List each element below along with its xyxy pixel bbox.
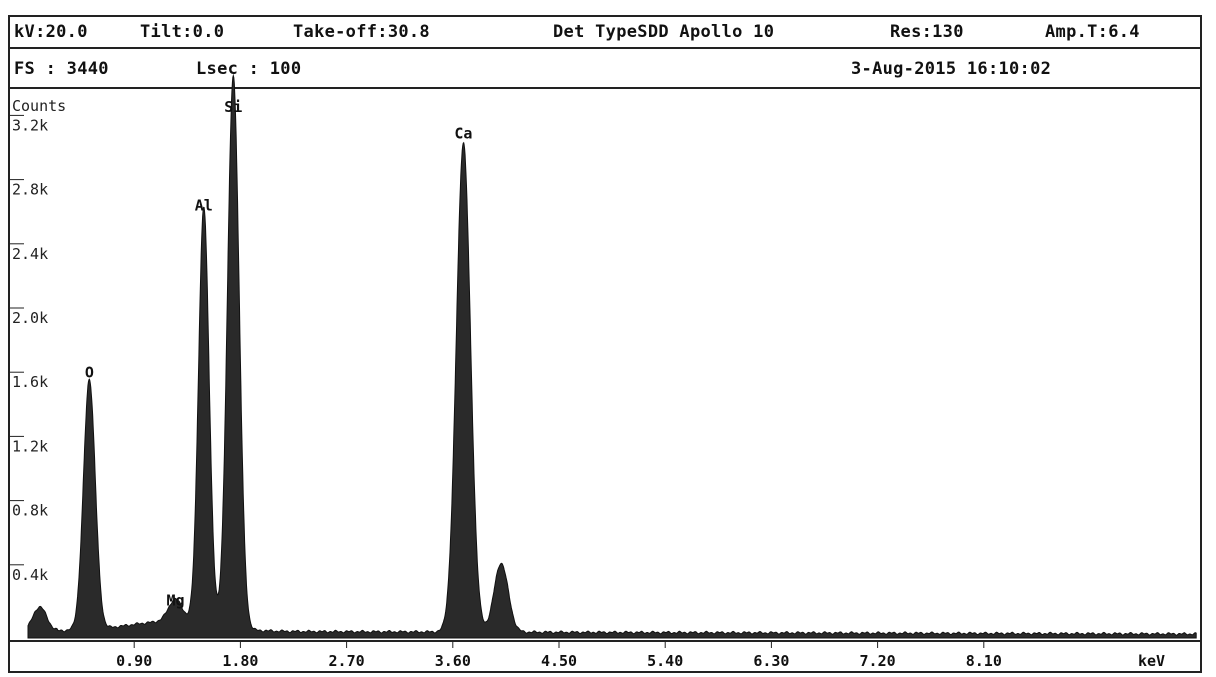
voltage-text: kV:20.0 [14, 22, 88, 42]
x-tick-label: 3.60 [435, 652, 471, 670]
y-axis-label: Counts [12, 97, 66, 115]
y-tick-label: 2.4k [12, 245, 48, 263]
y-tick-label: 1.6k [12, 373, 48, 391]
amp-time-text: Amp.T:6.4 [1045, 22, 1140, 42]
x-tick-label: 2.70 [329, 652, 365, 670]
live-seconds-text: Lsec : 100 [196, 59, 302, 79]
resolution-text: Res:130 [890, 22, 964, 42]
y-tick-label: 3.2k [12, 116, 48, 134]
takeoff-text: Take-off:30.8 [293, 22, 430, 42]
full-scale-text: FS : 3440 [14, 59, 109, 79]
y-tick-label: 1.2k [12, 437, 48, 455]
peak-label-si: Si [224, 98, 242, 116]
y-tick-label: 2.8k [12, 181, 48, 199]
x-tick-label: 0.90 [116, 652, 152, 670]
x-axis-label: keV [1138, 652, 1165, 670]
spectrum-series [27, 73, 1197, 639]
peak-label-ca: Ca [454, 124, 472, 142]
peak-label-al: Al [195, 197, 213, 215]
detector-text: Det TypeSDD Apollo 10 [553, 22, 775, 42]
x-tick-label: 7.20 [860, 652, 896, 670]
spectrum-frame [8, 15, 1202, 673]
datetime-text: 3-Aug-2015 16:10:02 [851, 59, 1052, 79]
y-tick-label: 2.0k [12, 309, 48, 327]
x-tick-label: 6.30 [753, 652, 789, 670]
x-tick-label: 1.80 [222, 652, 258, 670]
tilt-text: Tilt:0.0 [140, 22, 225, 42]
y-tick-label: 0.8k [12, 502, 48, 520]
scale-header-row: FS : 3440 Lsec : 100 3-Aug-2015 16:10:02 [8, 49, 1202, 89]
y-tick-label: 0.4k [12, 566, 48, 584]
x-tick-label: 5.40 [647, 652, 683, 670]
peak-label-o: O [85, 364, 94, 382]
acquisition-header-row: kV:20.0 Tilt:0.0 Take-off:30.8 Det TypeS… [8, 15, 1202, 49]
peak-label-mg: Mg [166, 592, 184, 610]
x-tick-label: 8.10 [966, 652, 1002, 670]
x-tick-label: 4.50 [541, 652, 577, 670]
